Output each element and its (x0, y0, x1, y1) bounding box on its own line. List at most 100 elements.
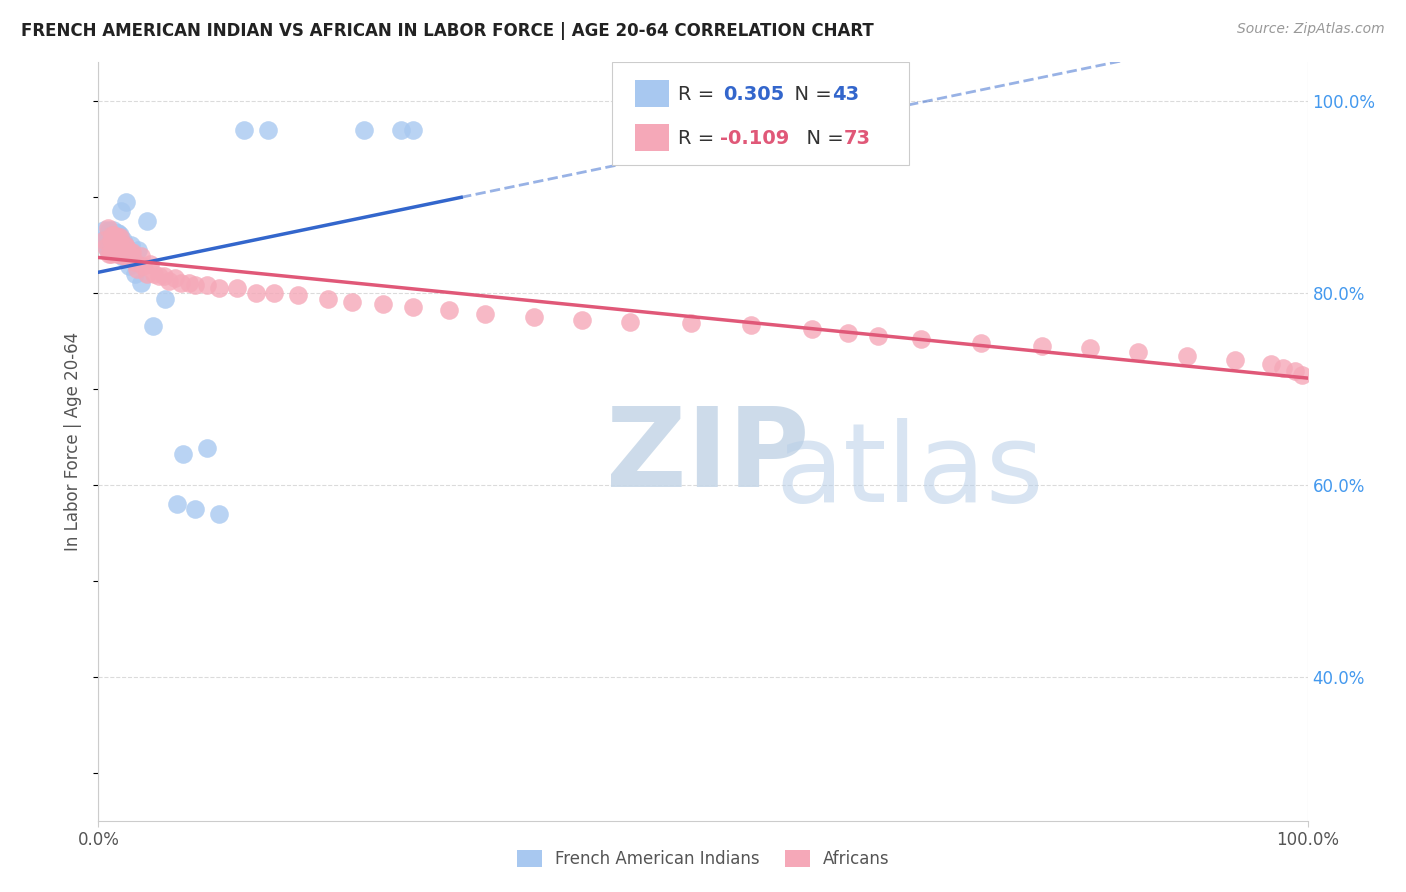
Text: FRENCH AMERICAN INDIAN VS AFRICAN IN LABOR FORCE | AGE 20-64 CORRELATION CHART: FRENCH AMERICAN INDIAN VS AFRICAN IN LAB… (21, 22, 875, 40)
Point (184, 501, 207, 516)
Point (135, 214, 157, 228)
Point (129, 276, 152, 290)
Point (108, 228, 131, 243)
Point (105, 247, 128, 261)
Point (226, 281, 249, 295)
Point (107, 227, 129, 241)
Point (256, 122, 278, 136)
Point (143, 267, 166, 281)
Point (208, 281, 231, 295)
Text: 73: 73 (844, 128, 870, 147)
Text: 43: 43 (832, 85, 859, 104)
Point (353, 122, 375, 136)
Point (245, 285, 267, 300)
Point (103, 228, 125, 243)
Text: -0.109: -0.109 (720, 128, 789, 147)
Point (195, 442, 218, 456)
Point (114, 237, 136, 252)
Text: N =: N = (782, 85, 838, 104)
Point (94, 240, 117, 254)
Point (132, 259, 155, 273)
Point (121, 244, 143, 259)
Text: Source: ZipAtlas.com: Source: ZipAtlas.com (1237, 22, 1385, 37)
Point (152, 268, 174, 283)
Point (402, 122, 425, 136)
Point (263, 285, 285, 300)
Point (117, 247, 139, 261)
Text: R =: R = (678, 128, 720, 147)
Point (100, 233, 122, 247)
FancyBboxPatch shape (636, 124, 669, 151)
Point (118, 259, 141, 273)
FancyBboxPatch shape (613, 62, 908, 165)
Point (169, 276, 191, 290)
Text: 0.305: 0.305 (724, 85, 785, 104)
Point (97, 243, 120, 257)
Point (910, 332, 932, 346)
Point (114, 249, 136, 263)
Point (98, 247, 121, 261)
Point (101, 243, 124, 257)
Point (115, 240, 138, 254)
Point (124, 255, 146, 269)
Point (437, 303, 460, 318)
Point (93, 233, 115, 247)
Point (800, 322, 823, 336)
Point (195, 278, 218, 293)
Point (1031, 338, 1053, 352)
Point (1284, 364, 1306, 378)
Point (868, 329, 890, 343)
Point (100, 235, 122, 249)
Point (970, 335, 993, 350)
Point (105, 240, 128, 254)
Text: ZIP: ZIP (606, 403, 810, 510)
Point (208, 507, 231, 521)
Point (96, 231, 118, 245)
Point (110, 240, 132, 254)
Point (740, 318, 762, 333)
Point (153, 293, 176, 307)
Point (91, 233, 114, 247)
Point (163, 271, 186, 285)
Point (679, 317, 702, 331)
Text: N =: N = (793, 128, 849, 147)
Point (114, 237, 136, 252)
Point (142, 319, 165, 334)
Point (1128, 345, 1150, 359)
Legend: French American Indians, Africans: French American Indians, Africans (510, 843, 896, 875)
Point (107, 244, 129, 259)
Point (316, 293, 339, 307)
Point (111, 250, 134, 264)
Point (100, 247, 122, 261)
Point (101, 233, 124, 247)
Point (129, 249, 152, 263)
Point (104, 243, 127, 257)
Point (107, 243, 129, 257)
Point (172, 447, 194, 461)
Point (148, 268, 170, 283)
Point (107, 230, 129, 244)
Point (108, 237, 131, 252)
Point (342, 295, 364, 310)
Point (108, 243, 131, 257)
Point (98, 223, 121, 237)
Text: atlas: atlas (776, 418, 1045, 525)
Point (127, 243, 149, 257)
Point (837, 326, 859, 340)
Point (523, 310, 546, 324)
Point (571, 312, 593, 326)
Point (120, 249, 142, 263)
Point (1272, 360, 1295, 375)
FancyBboxPatch shape (636, 80, 669, 107)
Point (104, 228, 127, 243)
Text: R =: R = (678, 85, 720, 104)
Point (93, 223, 115, 237)
Point (108, 230, 131, 244)
Point (100, 227, 122, 241)
Point (112, 249, 135, 263)
Point (619, 315, 641, 329)
Point (1260, 357, 1282, 371)
Point (111, 233, 134, 247)
Point (118, 249, 141, 263)
Point (232, 122, 254, 136)
